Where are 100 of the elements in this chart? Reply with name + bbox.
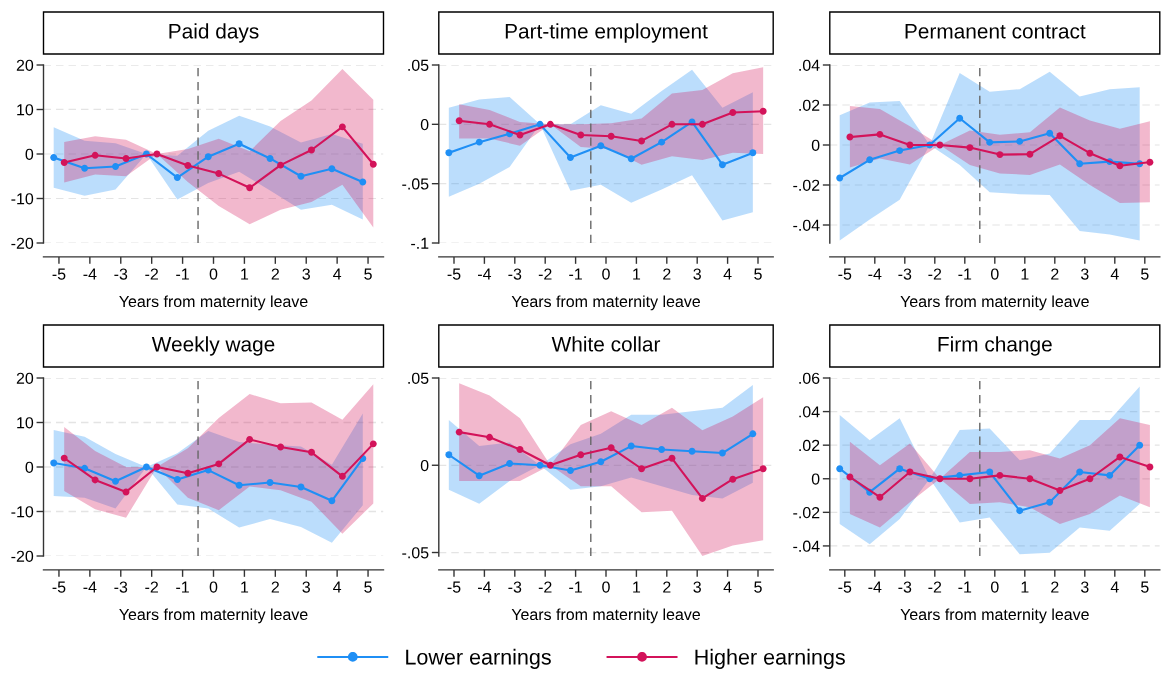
y-tick-label: .04 bbox=[799, 59, 820, 71]
x-tick-label: -1 bbox=[176, 581, 189, 593]
x-tick-label: 2 bbox=[663, 581, 671, 593]
x-tick-label: -2 bbox=[538, 268, 552, 280]
x-tick-label: 2 bbox=[271, 268, 279, 280]
x-tick-label: -2 bbox=[538, 581, 552, 593]
x-tick-label: 0 bbox=[602, 268, 610, 280]
x-tick-label: 0 bbox=[990, 268, 999, 280]
x-tick-label: -3 bbox=[508, 581, 522, 593]
y-tick-label: 10 bbox=[17, 104, 34, 116]
chart-title: Paid days bbox=[169, 23, 259, 43]
x-tick-label: 5 bbox=[754, 581, 762, 593]
x-tick-label: -1 bbox=[958, 581, 972, 593]
x-tick-label: 0 bbox=[209, 268, 218, 280]
x-tick-label: 5 bbox=[364, 268, 372, 280]
x-tick-label: -2 bbox=[145, 268, 158, 280]
y-tick-label: -20 bbox=[11, 550, 34, 562]
y-tick-label: 0 bbox=[25, 148, 34, 160]
x-tick-label: -3 bbox=[114, 268, 128, 280]
x-tick-label: 4 bbox=[333, 268, 342, 280]
x-axis-title: Years from maternity leave bbox=[119, 295, 308, 311]
x-tick-label: 2 bbox=[1051, 268, 1059, 280]
x-tick-label: 2 bbox=[1051, 581, 1059, 593]
x-tick-label: 5 bbox=[754, 268, 762, 280]
x-tick-label: -1 bbox=[569, 268, 582, 280]
x-tick-label: -2 bbox=[928, 581, 942, 593]
y-tick-label: -.1 bbox=[411, 237, 429, 249]
legend-label: Higher earnings bbox=[695, 648, 845, 669]
chart-title: Firm change bbox=[938, 336, 1052, 356]
x-tick-label: -2 bbox=[145, 581, 158, 593]
y-tick-label: -20 bbox=[11, 237, 34, 249]
x-tick-label: 4 bbox=[723, 268, 732, 280]
x-tick-label: -4 bbox=[868, 268, 882, 280]
y-tick-label: .06 bbox=[799, 372, 820, 384]
y-tick-label: 0 bbox=[420, 118, 429, 131]
x-axis-title: Years from maternity leave bbox=[511, 295, 700, 311]
x-axis-title: Years from maternity leave bbox=[900, 295, 1089, 311]
x-tick-label: 3 bbox=[1080, 581, 1089, 593]
y-tick-label: 20 bbox=[16, 372, 34, 384]
x-axis-title: Years from maternity leave bbox=[900, 608, 1089, 624]
x-tick-label: 2 bbox=[271, 581, 279, 593]
x-tick-label: -5 bbox=[52, 268, 66, 280]
chart-title: Part-time employment bbox=[505, 23, 708, 43]
x-tick-label: -3 bbox=[898, 581, 912, 593]
y-tick-label: 0 bbox=[25, 461, 34, 473]
x-tick-label: 0 bbox=[990, 581, 999, 593]
x-tick-label: -1 bbox=[569, 581, 582, 593]
y-tick-label: -.05 bbox=[402, 178, 429, 190]
x-tick-label: 4 bbox=[723, 581, 732, 593]
x-tick-label: 1 bbox=[241, 581, 249, 593]
x-tick-label: 0 bbox=[602, 581, 610, 593]
x-tick-label: 5 bbox=[364, 581, 372, 593]
y-tick-label: .05 bbox=[408, 372, 429, 384]
x-tick-label: 4 bbox=[333, 581, 342, 593]
x-tick-label: -4 bbox=[478, 581, 492, 593]
x-tick-label: 1 bbox=[1021, 268, 1029, 280]
x-tick-label: -4 bbox=[83, 268, 97, 280]
y-tick-label: 0 bbox=[811, 139, 820, 151]
x-tick-label: -3 bbox=[898, 268, 912, 280]
x-tick-label: 3 bbox=[1080, 268, 1089, 280]
y-tick-label: -.05 bbox=[402, 547, 429, 559]
x-tick-label: 0 bbox=[209, 581, 218, 593]
y-tick-label: 10 bbox=[17, 417, 34, 429]
x-tick-label: -2 bbox=[928, 268, 942, 280]
x-tick-label: -4 bbox=[868, 581, 882, 593]
y-tick-label: -10 bbox=[11, 506, 34, 518]
x-tick-label: -4 bbox=[83, 581, 97, 593]
y-tick-label: 20 bbox=[16, 59, 34, 71]
x-tick-label: 2 bbox=[663, 268, 671, 280]
x-tick-label: -3 bbox=[114, 581, 128, 593]
y-tick-label: -.04 bbox=[793, 219, 820, 231]
x-tick-label: -1 bbox=[176, 268, 189, 280]
y-tick-label: -.02 bbox=[793, 506, 820, 519]
x-tick-label: 1 bbox=[633, 581, 641, 593]
x-tick-label: 3 bbox=[302, 268, 310, 280]
y-tick-label: .05 bbox=[408, 59, 429, 71]
x-tick-label: 1 bbox=[633, 268, 641, 280]
x-tick-label: 5 bbox=[1141, 268, 1149, 280]
chart-title: Weekly wage bbox=[151, 336, 275, 356]
chart-title: Permanent contract bbox=[905, 24, 1086, 39]
x-axis-title: Years from maternity leave bbox=[119, 608, 308, 624]
y-tick-label: -10 bbox=[11, 193, 34, 205]
x-tick-label: 1 bbox=[241, 268, 249, 280]
y-tick-label: 0 bbox=[420, 459, 429, 472]
x-tick-label: -3 bbox=[508, 268, 522, 280]
x-tick-label: -5 bbox=[52, 581, 66, 593]
y-tick-label: .02 bbox=[799, 99, 820, 111]
y-tick-label: -.02 bbox=[793, 179, 820, 191]
x-tick-label: 1 bbox=[1021, 581, 1029, 593]
y-tick-label: 0 bbox=[811, 473, 820, 485]
y-tick-label: .04 bbox=[799, 406, 820, 418]
y-tick-label: -.04 bbox=[793, 540, 820, 552]
x-axis-title: Years from maternity leave bbox=[511, 608, 700, 624]
x-tick-label: -5 bbox=[838, 581, 852, 593]
x-tick-label: 5 bbox=[1141, 581, 1149, 593]
chart-title: White collar bbox=[551, 336, 661, 352]
x-tick-label: 4 bbox=[1110, 581, 1119, 593]
x-tick-label: -1 bbox=[958, 268, 972, 280]
x-tick-label: -4 bbox=[478, 268, 492, 280]
x-tick-label: -5 bbox=[838, 268, 852, 280]
